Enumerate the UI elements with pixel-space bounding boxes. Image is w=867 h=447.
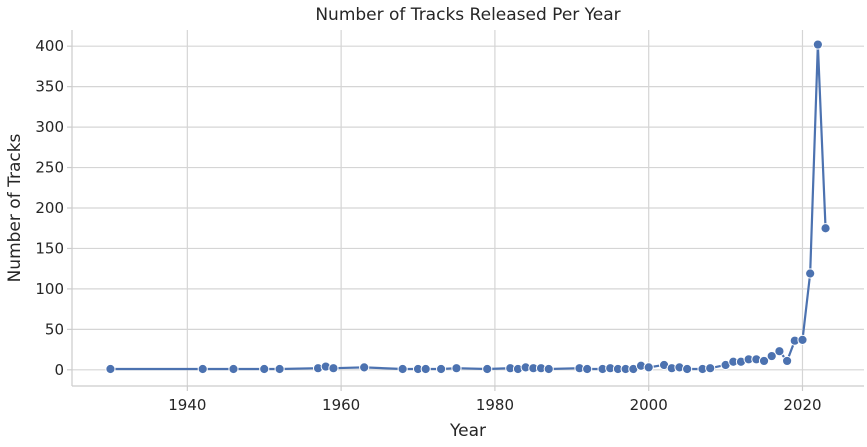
data-point <box>482 363 493 375</box>
y-tick-label: 350 <box>35 78 64 96</box>
data-point <box>820 223 831 234</box>
data-point <box>274 363 285 375</box>
x-tick-label: 1960 <box>322 396 360 414</box>
data-point <box>228 363 239 375</box>
data-point <box>420 363 431 375</box>
data-point <box>797 334 808 345</box>
x-tick-label: 1980 <box>476 396 514 414</box>
x-tick-label: 1940 <box>168 396 206 414</box>
data-series <box>105 39 831 375</box>
data-point <box>259 363 270 375</box>
data-point <box>359 362 370 373</box>
data-point <box>812 39 823 50</box>
y-axis-label: Number of Tracks <box>5 133 25 282</box>
y-tick-label: 50 <box>45 320 64 338</box>
grid-lines <box>72 30 864 386</box>
data-point <box>705 363 716 374</box>
data-point <box>197 363 208 375</box>
data-point <box>758 355 770 367</box>
data-point <box>643 362 654 373</box>
data-point <box>397 363 408 375</box>
data-point <box>766 350 777 362</box>
data-point <box>682 363 693 375</box>
y-tick-label: 250 <box>35 159 64 177</box>
series-line <box>110 43 827 371</box>
y-tick-label: 150 <box>35 239 64 257</box>
y-tick-label: 200 <box>35 199 64 217</box>
y-tick-label: 0 <box>54 361 64 379</box>
data-point <box>435 363 447 375</box>
y-tick-label: 100 <box>35 280 64 298</box>
data-point <box>805 268 816 279</box>
x-tick-label: 2020 <box>783 396 821 414</box>
chart-title: Number of Tracks Released Per Year <box>315 5 620 25</box>
data-point <box>543 363 554 375</box>
axis-ticks: 0 50 100 150 200 250 300 350 400 1940 1960 1980 2000… <box>35 37 821 414</box>
data-point <box>774 346 785 357</box>
data-point <box>582 363 593 375</box>
data-point <box>451 363 462 374</box>
data-point <box>328 363 339 374</box>
y-tick-label: 300 <box>35 118 64 136</box>
data-point <box>105 363 116 375</box>
y-tick-label: 400 <box>35 37 64 55</box>
x-axis-label: Year <box>449 421 486 441</box>
x-tick-label: 2000 <box>630 396 668 414</box>
data-point <box>782 355 793 367</box>
